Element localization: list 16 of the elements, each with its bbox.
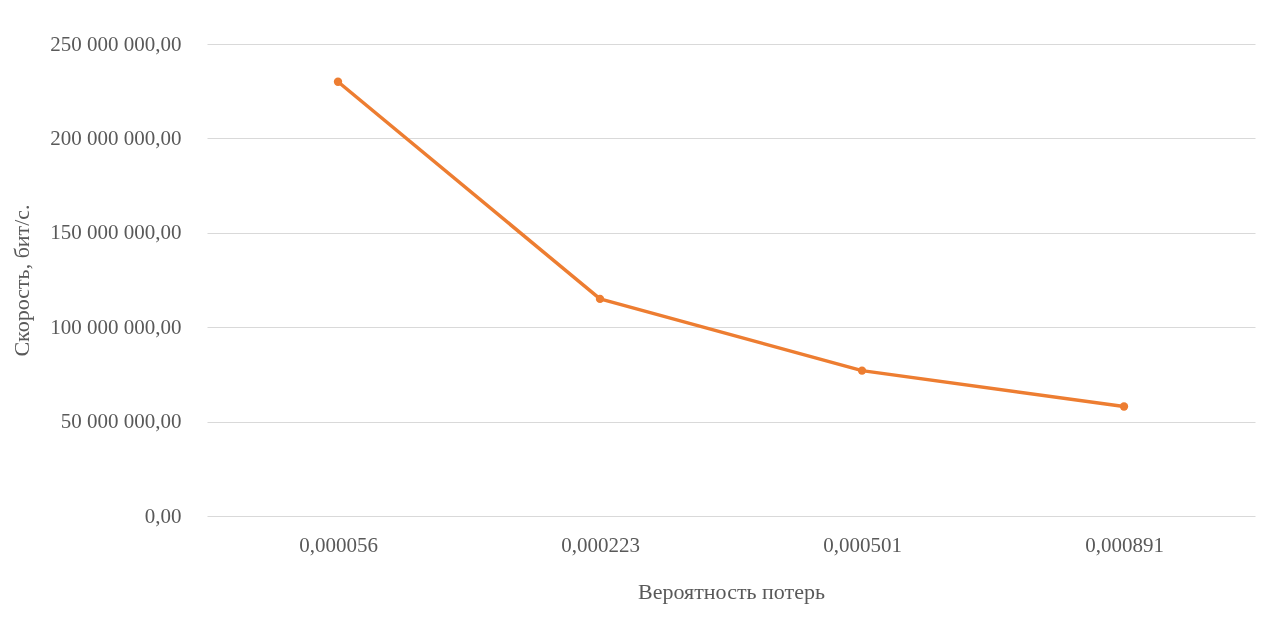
point [595,294,605,304]
x-tick-label: 0,000501 [823,532,902,557]
y-tick-label: 50 000 000,00 [60,409,182,434]
point [1119,402,1129,411]
y-axis-title: Скорость, бит/с. [9,204,35,357]
y-tick-label: 200 000 000,00 [50,125,182,150]
x-tick-label: 0,000891 [1085,532,1164,557]
y-tick-label: 250 000 000,00 [50,31,182,56]
y-tick-label: 150 000 000,00 [50,220,182,245]
point [857,366,867,375]
x-tick-label: 0,000223 [561,532,640,557]
x-axis-title: Вероятность потерь [638,578,825,604]
x-tick-label: 0,000056 [299,532,378,557]
point [333,77,343,86]
y-tick-label: 0,00 [144,503,182,528]
y-tick-label: 100 000 000,00 [50,314,182,339]
